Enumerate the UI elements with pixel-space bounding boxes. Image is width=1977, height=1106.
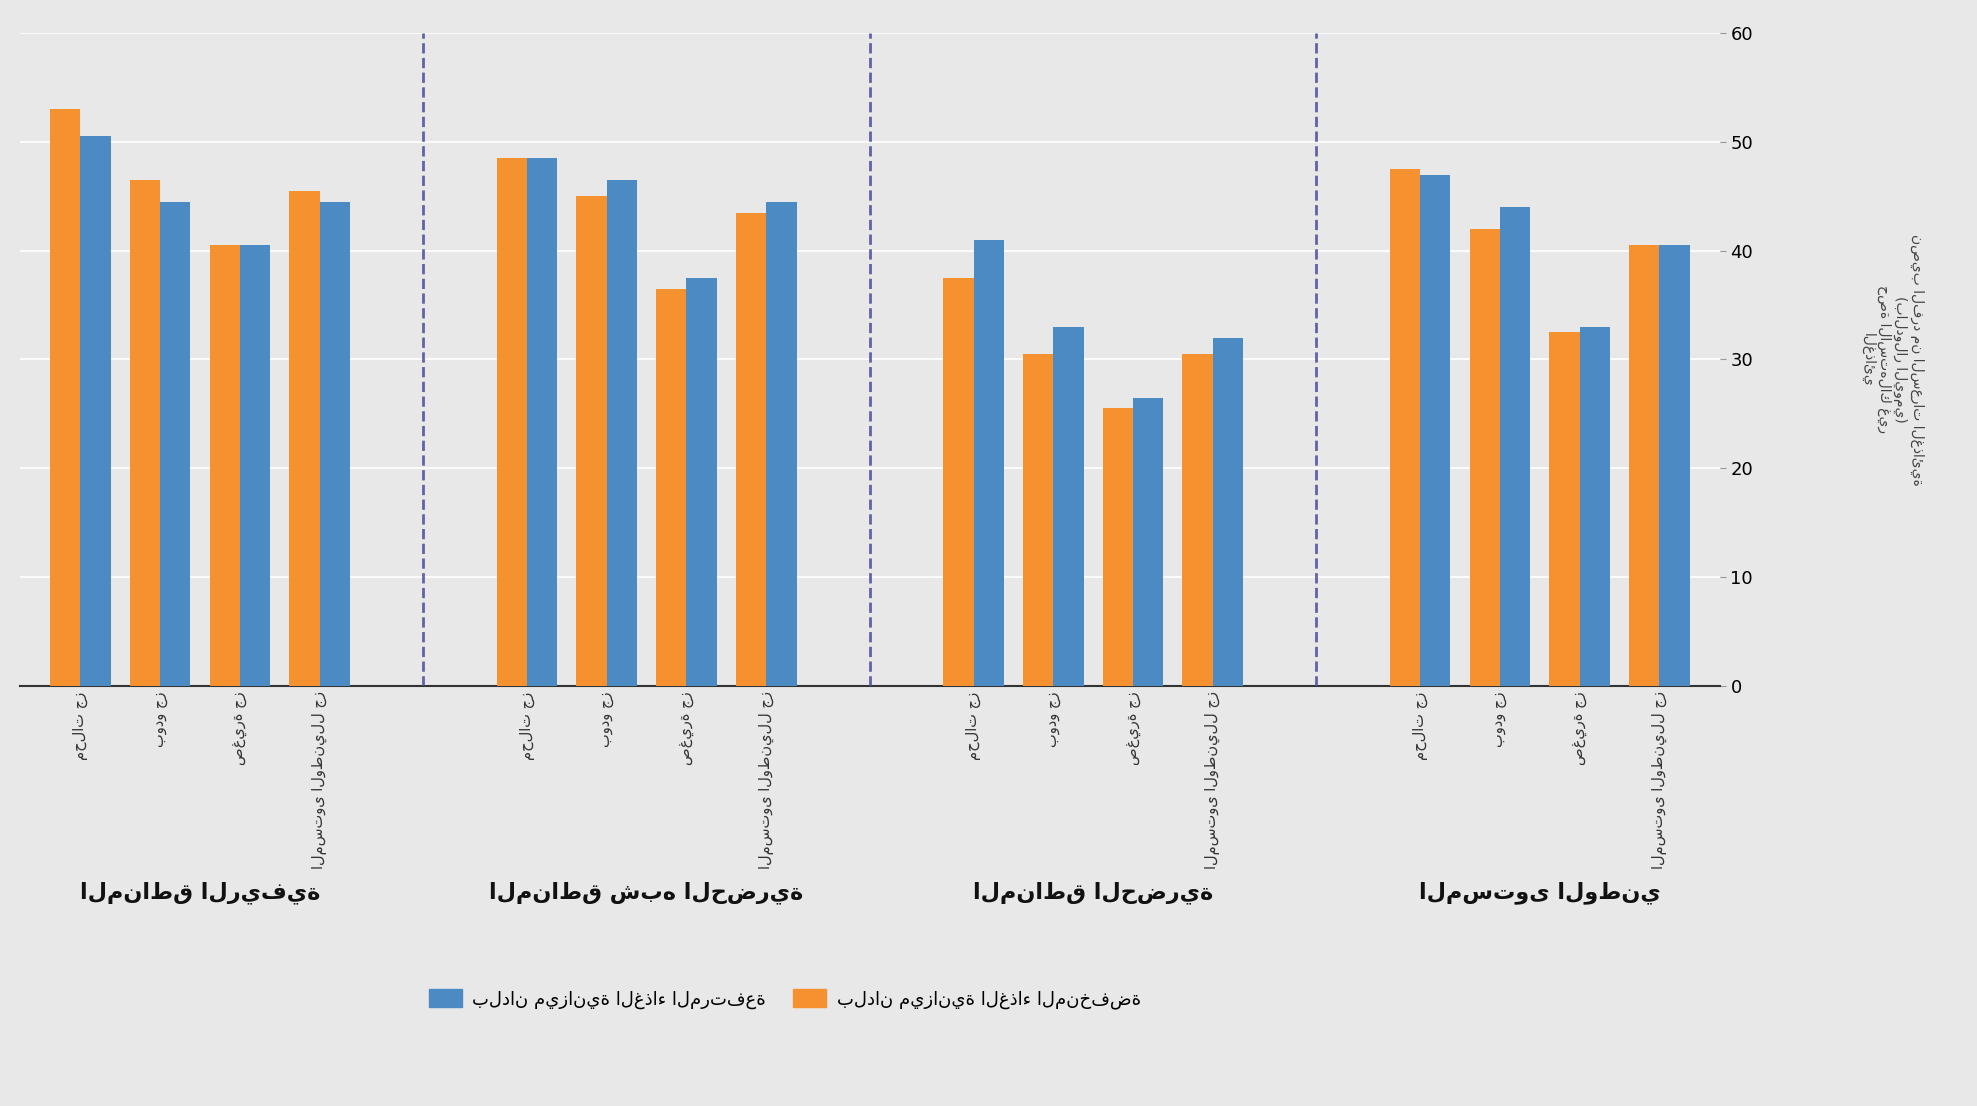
Bar (1133, 397, 1162, 686)
Bar (49, 109, 81, 686)
Text: المناطق الحضرية: المناطق الحضرية (973, 881, 1214, 904)
Bar (656, 289, 686, 686)
Bar (686, 278, 718, 686)
Legend: بلدان ميزانية الغذاء المرتفعة, بلدان ميزانية الغذاء المنخفضة: بلدان ميزانية الغذاء المرتفعة, بلدان ميز… (421, 982, 1149, 1016)
Bar (943, 278, 973, 686)
Bar (320, 201, 350, 686)
Text: المناطق شبه الحضرية: المناطق شبه الحضرية (490, 881, 805, 904)
Bar (577, 197, 607, 686)
Bar (239, 246, 271, 686)
Bar (1469, 229, 1501, 686)
Text: المناطق الريفية: المناطق الريفية (79, 881, 320, 904)
Bar (1550, 332, 1580, 686)
Bar (973, 240, 1004, 686)
Bar (528, 158, 558, 686)
Bar (160, 201, 190, 686)
Bar (1501, 207, 1530, 686)
Bar (1022, 354, 1054, 686)
Y-axis label: نصيب الفرد من السعرات الغذائية
(بالدولار اليومي)
حصة الاستهلاك غير
الغذائي: نصيب الفرد من السعرات الغذائية (بالدولار… (1860, 233, 1924, 486)
Bar (1103, 408, 1133, 686)
Bar (81, 136, 111, 686)
Bar (767, 201, 797, 686)
Bar (130, 180, 160, 686)
Bar (210, 246, 239, 686)
Bar (1419, 175, 1451, 686)
Bar (1629, 246, 1659, 686)
Bar (1182, 354, 1212, 686)
Bar (1659, 246, 1690, 686)
Bar (496, 158, 528, 686)
Bar (607, 180, 637, 686)
Bar (1580, 327, 1609, 686)
Bar (1054, 327, 1083, 686)
Bar (1390, 169, 1419, 686)
Bar (1212, 337, 1244, 686)
Bar (289, 191, 320, 686)
Bar (735, 212, 767, 686)
Text: المستوى الوطني: المستوى الوطني (1419, 881, 1661, 905)
